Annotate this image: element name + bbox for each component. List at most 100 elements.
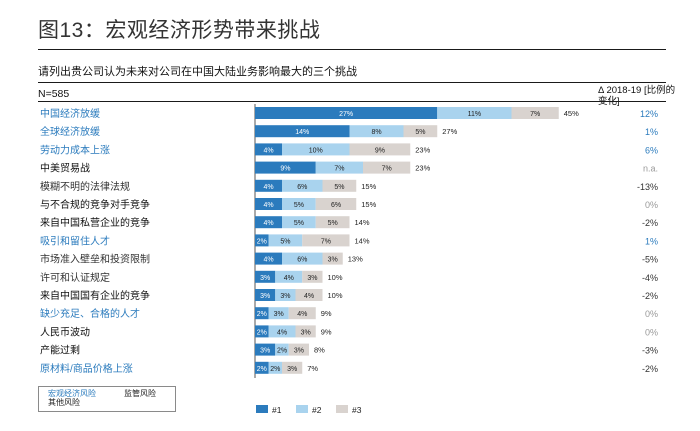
bar-segment-rank-3 [282, 361, 303, 374]
bar-segment-rank-1 [255, 161, 316, 174]
legend-series-label: #3 [352, 405, 362, 415]
segment-value-label: 5% [328, 220, 338, 227]
legend-swatch-rank-3 [336, 405, 348, 413]
delta-value: -2% [642, 291, 658, 301]
bar-segment-rank-3 [511, 107, 559, 119]
legend-series-label: #2 [312, 405, 322, 415]
category-label: 吸引和留住人才 [40, 234, 110, 247]
risk-type-legend: 宏观经济风险 监管风险 其他风险 [38, 386, 176, 412]
category-label: 中国经济放缓 [40, 107, 100, 120]
segment-value-label: 7% [530, 111, 540, 118]
delta-value: -4% [642, 273, 658, 283]
segment-value-label: 3% [280, 293, 290, 300]
category-label: 来自中国私营企业的竞争 [40, 216, 150, 229]
bar-segment-rank-1 [255, 325, 269, 338]
segment-value-label: 10% [309, 147, 323, 154]
segment-value-label: 3% [274, 311, 284, 318]
bar-segment-rank-3 [288, 307, 316, 320]
bar-segment-rank-3 [295, 289, 323, 301]
delta-value: 12% [640, 109, 658, 119]
total-value-label: 10% [328, 291, 343, 300]
segment-value-label: 8% [371, 129, 381, 136]
segment-value-label: 6% [297, 257, 307, 264]
total-value-label: 15% [361, 182, 376, 191]
bar-segment-rank-1 [255, 179, 282, 192]
bar-segment-rank-2 [349, 125, 404, 138]
delta-value: n.a. [643, 164, 658, 174]
legend-swatch-rank-1 [256, 405, 268, 413]
bar-segment-rank-2 [268, 234, 303, 247]
segment-value-label: 4% [263, 184, 273, 191]
segment-value-label: 14% [295, 129, 309, 136]
figure-title: 图13：宏观经济形势带来挑战 [38, 19, 321, 42]
segment-value-label: 7% [334, 166, 344, 173]
bar-segment-rank-1 [255, 125, 350, 138]
segment-value-label: 2% [257, 366, 267, 373]
table-top-divider [38, 101, 666, 102]
segment-value-label: 7% [321, 238, 331, 245]
segment-value-label: 3% [301, 329, 311, 336]
segment-value-label: 4% [304, 293, 314, 300]
delta-value: 6% [645, 145, 658, 155]
bar-segment-rank-2 [282, 143, 350, 156]
segment-value-label: 4% [263, 202, 273, 209]
total-value-label: 13% [348, 255, 363, 264]
bar-segment-rank-1 [255, 216, 282, 229]
bar-segment-rank-3 [302, 270, 323, 283]
bar-segment-rank-2 [268, 361, 282, 374]
category-label: 劳动力成本上涨 [40, 143, 110, 156]
segment-value-label: 6% [331, 202, 341, 209]
legend-swatch-rank-2 [296, 405, 308, 413]
category-label: 模糊不明的法律法规 [40, 180, 130, 193]
bar-segment-rank-3 [302, 234, 350, 247]
segment-value-label: 4% [284, 275, 294, 282]
bar-segment-rank-2 [268, 307, 289, 320]
segment-value-label: 2% [277, 348, 287, 355]
legend-other-risk: 其他风险 [48, 398, 80, 407]
bar-segment-rank-3 [315, 216, 350, 229]
category-label: 缺少充足、合格的人才 [40, 307, 140, 320]
delta-value: 0% [645, 200, 658, 210]
chart-subtitle: 请列出贵公司认为未来对公司在中国大陆业务影响最大的三个挑战 [38, 66, 357, 78]
delta-value: -13% [637, 182, 658, 192]
sample-size-label: N=585 [38, 88, 70, 100]
bar-segment-rank-2 [275, 343, 289, 356]
bar-segment-rank-3 [349, 143, 411, 156]
segment-value-label: 11% [468, 111, 482, 118]
category-label: 中美贸易战 [40, 162, 90, 175]
segment-value-label: 2% [257, 238, 267, 245]
segment-value-label: 3% [328, 257, 338, 264]
delta-value: -2% [642, 364, 658, 374]
segment-value-label: 3% [287, 366, 297, 373]
category-label: 人民币波动 [40, 325, 90, 338]
segment-value-label: 3% [294, 348, 304, 355]
total-value-label: 14% [355, 218, 370, 227]
segment-value-label: 4% [263, 147, 273, 154]
delta-value: 1% [645, 236, 658, 246]
bar-segment-rank-1 [255, 234, 269, 247]
segment-value-label: 4% [263, 257, 273, 264]
segment-value-label: 5% [294, 220, 304, 227]
bar-segment-rank-2 [282, 216, 316, 229]
category-label: 全球经济放缓 [40, 125, 100, 138]
bar-segment-rank-2 [275, 289, 296, 301]
category-label: 原材料/商品价格上涨 [40, 362, 133, 375]
segment-value-label: 2% [257, 311, 267, 318]
delta-value: 1% [645, 127, 658, 137]
category-label: 与不合规的竞争对手竞争 [40, 198, 150, 211]
bar-segment-rank-1 [255, 107, 438, 119]
segment-value-label: 2% [270, 366, 280, 373]
segment-value-label: 6% [297, 184, 307, 191]
bar-segment-rank-2 [282, 198, 316, 210]
total-value-label: 9% [321, 327, 332, 336]
total-value-label: 45% [564, 109, 579, 118]
header-divider [38, 82, 666, 83]
total-value-label: 10% [328, 273, 343, 282]
bar-segment-rank-3 [403, 125, 438, 138]
segment-value-label: 4% [297, 311, 307, 318]
bar-segment-rank-1 [255, 270, 276, 283]
legend-regulatory-risk: 监管风险 [124, 389, 156, 398]
bar-segment-rank-3 [322, 179, 357, 192]
total-value-label: 23% [415, 164, 430, 173]
